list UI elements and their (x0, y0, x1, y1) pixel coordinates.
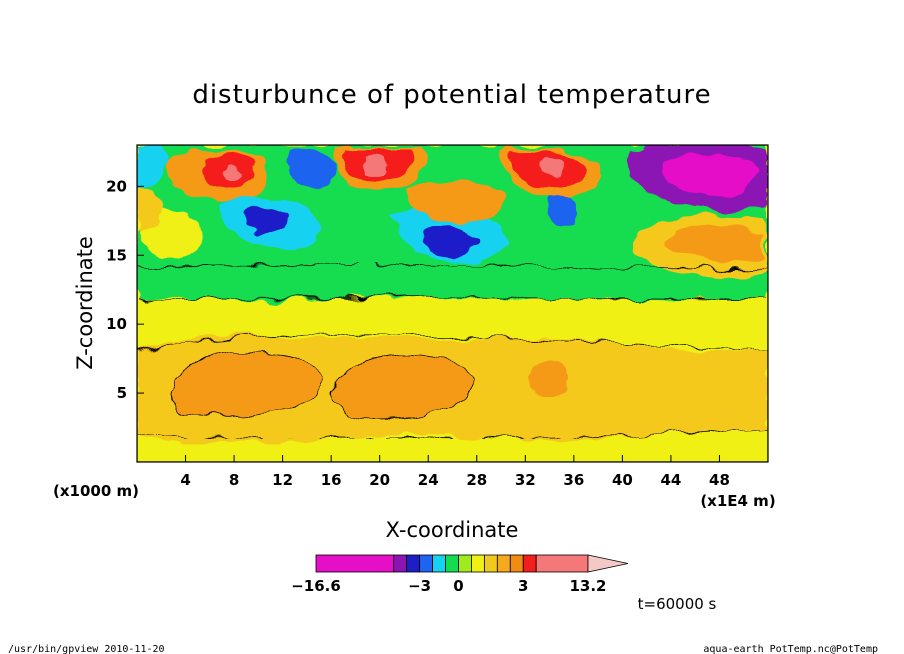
colorbar-bin (522, 554, 537, 573)
x-tick-label: 16 (321, 471, 342, 489)
x-unit-right: (x1E4 m) (700, 492, 775, 510)
time-label: t=60000 s (638, 595, 717, 613)
contour-lines (137, 261, 768, 440)
x-tick-label: 4 (180, 471, 190, 489)
colorbar-bin (496, 554, 511, 573)
x-tick-label: 24 (418, 471, 439, 489)
plot-area (137, 145, 768, 462)
region-cold-cell-1-core (243, 206, 289, 236)
colorbar-label: 13.2 (569, 577, 606, 595)
region-lower-warm-core-left (171, 351, 324, 417)
x-tick-label: 44 (660, 471, 681, 489)
region-cold-cell-4 (137, 145, 166, 188)
y-axis-title: Z-coordinate (73, 236, 97, 370)
colorbar-bin (535, 554, 589, 573)
region-warm-cell-1-peak (225, 164, 244, 180)
y-tick-label: 10 (106, 315, 127, 333)
x-tick-label: 48 (709, 471, 730, 489)
colorbar-bin (458, 554, 472, 573)
y-tick-label: 5 (117, 384, 127, 402)
region-lower-warm-core-right (526, 362, 568, 396)
colorbar-label: −16.6 (291, 577, 341, 595)
colorbar-label: −3 (408, 577, 431, 595)
colorbar-label: 0 (453, 577, 463, 595)
colorbar-bin (393, 554, 408, 573)
region-warm-cell-3 (409, 180, 504, 223)
colorbar-bin (419, 554, 433, 573)
x-tick-label: 40 (612, 471, 633, 489)
colorbar-label: 3 (518, 577, 528, 595)
colorbar-bin (432, 554, 446, 573)
colorbar-labels: −16.6 −3 0 3 13.2 (291, 577, 606, 595)
region-cold-cell-5 (548, 195, 579, 224)
colorbar-bin (406, 554, 421, 573)
x-axis: 4 8 12 16 20 24 28 32 36 40 44 48 (180, 455, 730, 489)
colorbar-bin (509, 554, 524, 573)
region-cold-cell-2-core (423, 224, 476, 256)
region-cold-cell-top-right-core (660, 153, 759, 197)
x-tick-label: 8 (229, 471, 239, 489)
colorbar (315, 554, 629, 573)
colorbar-bin (315, 554, 395, 573)
colorbar-bin (445, 554, 459, 573)
region-warm-cell-5 (137, 188, 163, 230)
region-warm-cell-4-peak (540, 158, 562, 177)
contour-field (137, 145, 768, 445)
region-upper-orange-right (665, 225, 764, 262)
footer-left: /usr/bin/gpview 2010-11-20 (8, 644, 165, 654)
x-tick-label: 36 (563, 471, 584, 489)
region-lower-warm-core-mid (333, 354, 472, 419)
region-cold-cell-3 (287, 148, 336, 187)
x-tick-label: 32 (515, 471, 536, 489)
y-axis: 5 10 15 20 (106, 177, 144, 402)
colorbar-bin (471, 554, 485, 573)
y-tick-label: 15 (106, 246, 127, 264)
colorbar-extend-arrow (587, 554, 629, 573)
colorbar-bin (483, 554, 498, 573)
x-unit-left: (x1000 m) (53, 482, 139, 500)
y-tick-label: 20 (106, 177, 127, 195)
chart-title: disturbunce of potential temperature (192, 80, 711, 110)
region-warm-cell-2-peak (365, 158, 384, 176)
footer-right: aqua-earth_PotTemp.nc@PotTemp (703, 644, 878, 654)
x-tick-label: 20 (369, 471, 390, 489)
x-axis-title: X-coordinate (386, 518, 519, 542)
x-tick-label: 28 (466, 471, 487, 489)
x-tick-label: 12 (272, 471, 293, 489)
